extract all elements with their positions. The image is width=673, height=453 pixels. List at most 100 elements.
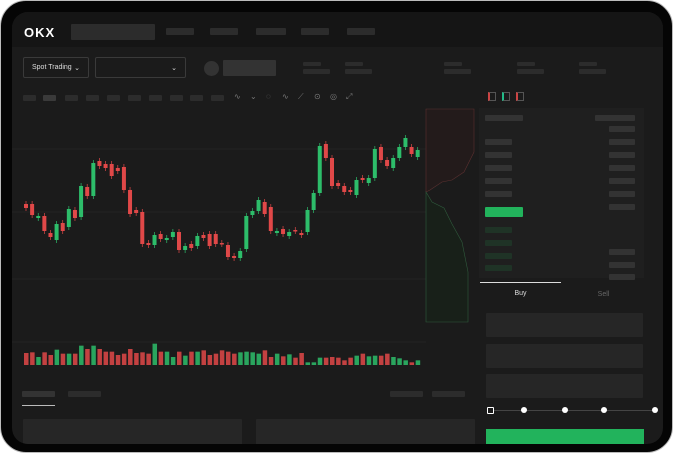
slider-step-25[interactable]	[521, 407, 527, 413]
ask-price	[485, 152, 512, 158]
volume-bar	[109, 351, 115, 365]
stat-value	[517, 69, 544, 74]
candle	[391, 158, 396, 168]
volume-bar	[348, 357, 353, 365]
market-type-select[interactable]: Spot Trading ⌄	[23, 57, 89, 78]
chart-tool-icon[interactable]: ∿	[234, 92, 241, 101]
search-bar[interactable]	[71, 24, 155, 40]
volume-bar	[24, 353, 29, 365]
ask-amount	[609, 126, 635, 132]
volume-bar	[342, 360, 347, 365]
timeframe-button[interactable]	[190, 95, 203, 101]
timeframe-button[interactable]	[149, 95, 162, 101]
chart-tool-icon[interactable]: ⊙	[314, 92, 321, 101]
tab-sell[interactable]: Sell	[597, 291, 610, 298]
orderbook-header	[485, 115, 523, 121]
timeframe-button[interactable]	[211, 95, 224, 101]
candle	[317, 146, 322, 193]
bid-price	[485, 265, 512, 271]
candle	[378, 147, 383, 160]
slider-step-75[interactable]	[601, 407, 607, 413]
chevron-down-icon: ⌄	[171, 64, 177, 72]
depth-asks-area	[425, 108, 475, 193]
total-input[interactable]	[486, 374, 643, 398]
volume-bar	[85, 349, 90, 365]
chart-tool-icon[interactable]: ◎	[330, 92, 337, 101]
volume-bar	[397, 358, 402, 365]
ask-amount	[609, 165, 635, 171]
tab-order-history[interactable]	[68, 391, 101, 397]
nav-item[interactable]	[166, 28, 194, 35]
volume-bar	[250, 352, 255, 365]
volume-bar	[225, 351, 231, 365]
slider-step-50[interactable]	[562, 407, 568, 413]
volume-bar	[391, 357, 396, 365]
volume-bar	[36, 357, 41, 365]
candle	[60, 223, 65, 231]
candle	[42, 216, 47, 231]
candle	[244, 216, 249, 249]
nav-item[interactable]	[347, 28, 375, 35]
volume-bar	[244, 351, 249, 365]
volume-bar	[103, 351, 109, 365]
chart-tool-icon[interactable]: ◌	[266, 92, 271, 101]
nav-item[interactable]	[210, 28, 238, 35]
timeframe-button[interactable]	[107, 95, 120, 101]
book-asks-icon[interactable]	[516, 92, 524, 101]
candlestick-chart[interactable]	[12, 12, 663, 444]
candle	[134, 210, 139, 213]
volume-bar	[354, 355, 359, 365]
candle	[409, 147, 414, 154]
order-card	[256, 419, 475, 444]
slider-handle[interactable]	[487, 407, 494, 414]
chart-tool-icon[interactable]: ⌄	[250, 92, 257, 101]
book-both-icon[interactable]	[488, 92, 496, 101]
timeframe-button[interactable]	[86, 95, 99, 101]
market-type-label: Spot Trading	[32, 64, 72, 71]
candle	[219, 243, 224, 245]
volume-bar	[409, 362, 415, 365]
timeframe-button[interactable]	[170, 95, 183, 101]
chart-tool-icon[interactable]: ∿	[282, 92, 289, 101]
pair-name	[223, 60, 276, 76]
okx-logo[interactable]: OKX	[24, 25, 56, 40]
timeframe-button[interactable]	[128, 95, 141, 101]
candle	[109, 164, 114, 176]
candle	[360, 178, 365, 180]
chart-tool-icon[interactable]: ⤢	[346, 92, 353, 101]
amount-slider[interactable]	[487, 407, 658, 414]
tab-open-orders[interactable]	[22, 391, 55, 397]
candle	[207, 234, 212, 246]
buy-submit-button[interactable]	[486, 429, 644, 444]
volume-bar	[219, 350, 225, 365]
tab-buy[interactable]: Buy	[514, 290, 527, 297]
amount-input[interactable]	[486, 344, 643, 368]
filter-button[interactable]	[390, 391, 423, 397]
nav-item[interactable]	[256, 28, 286, 35]
volume-bar	[140, 352, 145, 365]
book-bids-icon[interactable]	[502, 92, 510, 101]
volume-bar	[128, 349, 133, 365]
candle	[152, 235, 157, 245]
slider-step-100[interactable]	[652, 407, 658, 413]
volume-bar	[60, 353, 66, 365]
pair-select[interactable]: ⌄	[95, 57, 186, 78]
timeframe-button[interactable]	[65, 95, 78, 101]
volume-bar	[48, 355, 53, 365]
filter-button[interactable]	[432, 391, 465, 397]
volume-bar	[317, 357, 323, 365]
volume-bar	[213, 353, 219, 365]
coin-icon	[204, 61, 219, 76]
price-input[interactable]	[486, 313, 643, 337]
timeframe-button[interactable]	[23, 95, 36, 101]
candle	[183, 246, 188, 250]
ask-amount	[609, 191, 635, 197]
timeframe-button[interactable]	[43, 95, 56, 101]
chart-tool-icon[interactable]: ⟋	[298, 92, 304, 101]
candle	[397, 147, 402, 158]
candle	[385, 160, 390, 166]
stat-value	[444, 69, 471, 74]
volume-bar	[336, 357, 341, 365]
volume-bar	[134, 353, 139, 365]
nav-item[interactable]	[301, 28, 329, 35]
